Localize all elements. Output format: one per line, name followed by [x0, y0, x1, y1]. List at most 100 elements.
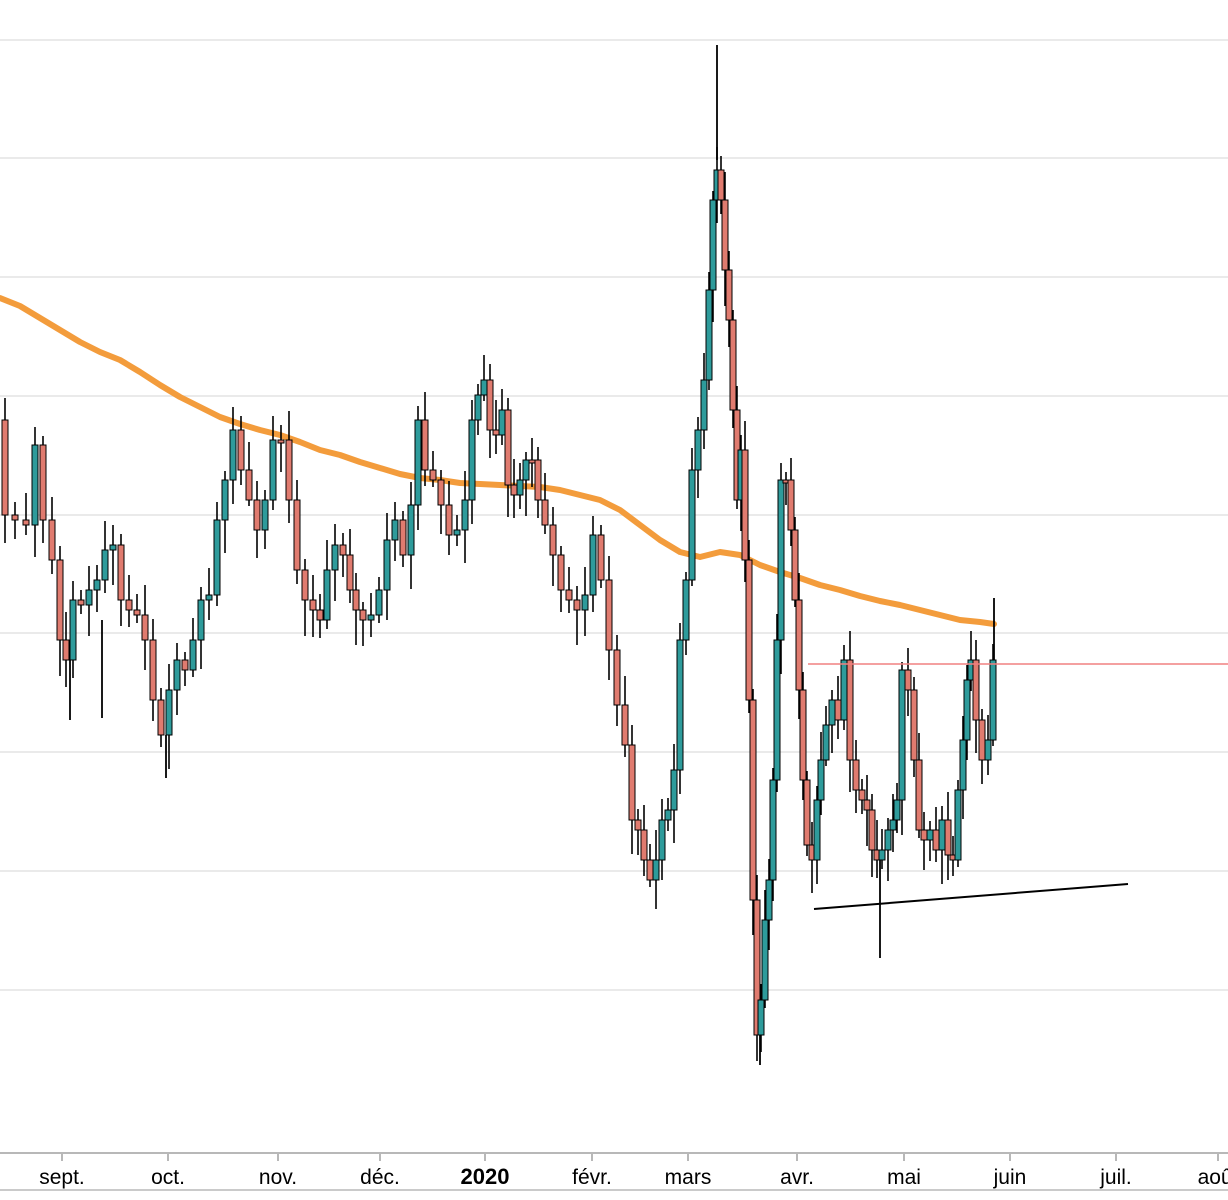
candle-up	[197, 599, 205, 641]
candle-up	[516, 479, 524, 496]
candle-down	[863, 799, 871, 811]
candle-down	[316, 609, 324, 621]
x-tick-label: sept.	[39, 1166, 85, 1189]
candle-down	[149, 639, 157, 701]
candle-down	[253, 499, 261, 531]
candle-down	[510, 484, 518, 496]
moving-average-line	[0, 295, 997, 627]
candle-up	[69, 599, 77, 661]
x-tick-label: août	[1198, 1166, 1228, 1189]
candle-up	[765, 879, 773, 921]
candle-down	[920, 829, 928, 841]
candle-down	[944, 819, 952, 856]
candle-down	[972, 659, 980, 721]
candle-down	[77, 599, 85, 606]
candle-up	[954, 789, 962, 861]
candle-up	[705, 289, 713, 381]
candle-down	[141, 614, 149, 641]
candle-up	[682, 579, 690, 641]
candle-down	[787, 479, 795, 531]
candle-up	[773, 639, 781, 781]
candle-down	[741, 449, 749, 561]
candle-up	[817, 759, 825, 801]
candle-down	[277, 439, 285, 444]
candle-up	[109, 544, 117, 551]
candle-up	[474, 394, 482, 421]
x-tick-label: déc.	[360, 1166, 400, 1189]
candle-down	[868, 809, 876, 851]
candle-up	[938, 819, 946, 851]
candle-down	[62, 639, 70, 661]
candle-up	[375, 589, 383, 616]
candle-up	[761, 919, 769, 1001]
candle-down	[597, 534, 605, 581]
candle-down	[565, 589, 573, 601]
candle-down	[745, 559, 753, 701]
candle-down	[445, 504, 453, 536]
candle-down	[628, 744, 636, 821]
candle-down	[858, 789, 866, 801]
candle-up	[822, 724, 830, 761]
candle-down	[621, 704, 629, 746]
candle-up	[383, 539, 391, 591]
candle-up	[189, 639, 197, 671]
candle-up	[757, 999, 765, 1036]
candle-down	[605, 579, 613, 651]
candle-up	[85, 589, 93, 606]
candle-down	[39, 444, 47, 521]
candle-up	[840, 659, 848, 721]
candle-up	[769, 779, 777, 881]
candle-up	[414, 419, 422, 506]
candle-down	[429, 469, 437, 481]
candle-down	[339, 544, 347, 556]
candle-up	[323, 569, 331, 621]
candle-up	[367, 614, 375, 621]
candle-down	[573, 599, 581, 611]
candle-up	[173, 659, 181, 691]
overlay-lines	[808, 663, 1228, 910]
candle-up	[926, 829, 934, 841]
candle-up	[889, 819, 897, 831]
candle-down	[791, 529, 799, 601]
candle-down	[504, 409, 512, 486]
x-tick-label: 2020	[461, 1164, 510, 1189]
candle-up	[468, 419, 476, 501]
candle-down	[245, 469, 253, 501]
candle-down	[285, 439, 293, 501]
candle-up	[522, 459, 530, 481]
candles-layer	[1, 45, 997, 1065]
gridlines	[0, 39, 1228, 991]
candle-down	[301, 569, 309, 601]
candle-down	[721, 199, 729, 271]
candle-down	[749, 699, 757, 901]
candle-down	[352, 589, 360, 611]
candle-down	[181, 659, 189, 671]
candle-down	[803, 779, 811, 846]
candle-down	[541, 499, 549, 526]
candle-up	[878, 849, 886, 861]
candle-up	[893, 799, 901, 821]
candle-up	[101, 549, 109, 581]
candle-down	[978, 719, 986, 761]
candle-down	[613, 649, 621, 706]
candle-down	[717, 169, 725, 201]
candle-up	[581, 594, 589, 611]
candle-down	[753, 899, 761, 1036]
candle-up	[261, 499, 269, 531]
candle-down	[346, 554, 354, 591]
candle-down	[117, 544, 125, 601]
candle-down	[634, 819, 642, 831]
x-axis: sept. oct. nov. déc. 2020 févr. mars avr. mai jui…	[0, 1152, 1228, 1191]
candle-down	[437, 479, 445, 506]
candle-down	[237, 429, 245, 471]
candle-down	[846, 659, 854, 761]
candle-down	[56, 559, 64, 641]
candle-up	[898, 669, 906, 801]
candle-down	[48, 519, 56, 561]
x-tick-label: mars	[665, 1166, 712, 1189]
candle-up	[884, 829, 892, 851]
candle-down	[11, 514, 19, 521]
candle-down	[309, 599, 317, 611]
